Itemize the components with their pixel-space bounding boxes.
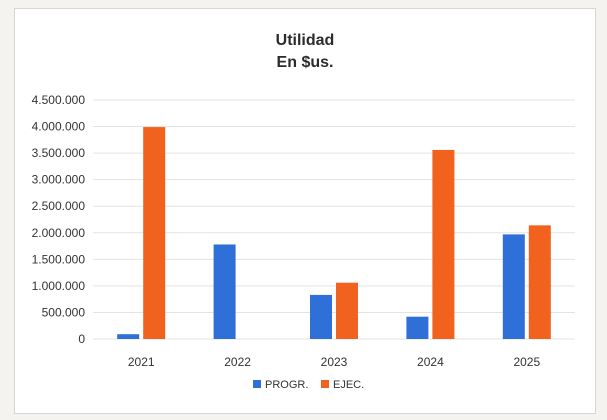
bar-chart: Utilidad En $us. 0 500.000 1.000.000 1.500.… [32,32,575,391]
chart-title: Utilidad [276,32,335,49]
bar-ejec-2025 [528,225,551,339]
chart-frame: Utilidad En $us. 0 500.000 1.000.000 1.500.… [14,8,596,414]
y-tick-label: 2.500.000 [32,199,86,213]
y-tick-label: 3.500.000 [32,146,86,160]
bar-progr-2023 [310,294,332,339]
y-tick-label: 1.000.000 [32,279,86,293]
chart-subtitle: En $us. [277,54,334,71]
x-category-label: 2025 [513,355,540,369]
y-tick-label: 4.500.000 [32,93,86,107]
y-axis-ticks: 0 500.000 1.000.000 1.500.000 2.000.000 2.500… [32,93,86,346]
bar-progr-2021 [117,334,140,339]
x-category-label: 2021 [128,355,155,369]
bars [117,127,551,339]
y-tick-label: 1.500.000 [32,252,86,266]
legend-label: PROGR. [265,379,308,391]
bar-progr-2022 [213,244,236,339]
bar-progr-2025 [502,234,525,339]
x-category-label: 2022 [224,355,251,369]
bar-ejec-2023 [336,282,358,339]
y-tick-label: 3.000.000 [32,173,86,187]
y-tick-label: 0 [78,332,85,346]
legend-label: EJEC. [333,379,364,391]
bar-ejec-2021 [143,127,166,339]
gridlines [93,99,575,340]
x-category-label: 2023 [321,355,348,369]
bar-progr-2024 [406,316,429,339]
legend-swatch [253,380,261,388]
bar-ejec-2024 [432,149,455,339]
y-tick-label: 2.000.000 [32,226,86,240]
y-tick-label: 500.000 [42,305,86,319]
legend: PROGR. EJEC. [253,379,364,391]
y-tick-label: 4.000.000 [32,120,86,134]
x-axis-categories: 2021 2022 2023 2024 2025 [128,355,541,369]
legend-swatch [321,380,329,388]
x-category-label: 2024 [417,355,444,369]
